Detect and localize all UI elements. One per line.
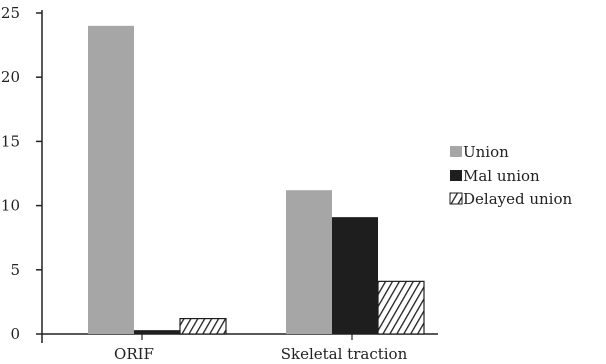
x-axis-labels: ORIF Skeletal traction [114, 334, 408, 363]
legend-label: Mal union [463, 167, 540, 185]
legend-swatch [450, 146, 462, 157]
bar-delayed-union-orif [179, 317, 227, 335]
y-tick-label: 5 [10, 261, 20, 279]
bar-union-skeletal-traction [286, 190, 332, 334]
bars [88, 25, 425, 335]
legend-swatch [450, 170, 462, 181]
legend-label: Delayed union [463, 190, 573, 208]
bar-mal-union-skeletal-traction [332, 217, 378, 334]
y-tick-label: 15 [1, 132, 20, 150]
y-tick-label: 25 [1, 4, 20, 22]
legend-swatch [449, 192, 463, 205]
bar-delayed-union-skeletal-traction [377, 280, 425, 335]
y-tick-label: 20 [1, 68, 20, 86]
y-axis-ticks: 0 5 10 15 20 25 [1, 4, 42, 343]
y-tick-label: 10 [1, 197, 20, 215]
legend: Union Mal union Delayed union [449, 143, 573, 208]
y-tick-label: 0 [10, 325, 20, 343]
x-category-label: Skeletal traction [281, 345, 408, 363]
bar-union-orif [88, 25, 134, 335]
legend-label: Union [463, 143, 509, 161]
x-category-label: ORIF [114, 345, 154, 363]
bar-mal-union-orif [134, 330, 180, 334]
